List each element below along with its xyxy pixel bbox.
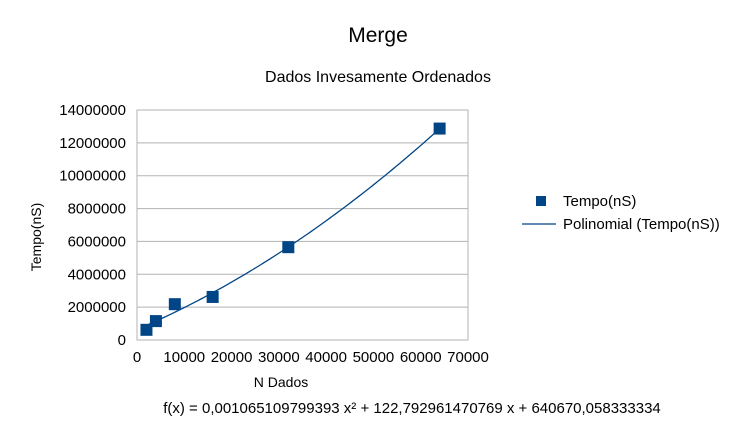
y-tick-label: 4000000 <box>68 266 126 283</box>
legend: Tempo(nS) Polinomial (Tempo(nS)) <box>522 193 720 233</box>
legend-label-polinomial: Polinomial (Tempo(nS)) <box>563 216 720 233</box>
trendline-polinomial <box>146 128 441 326</box>
plot-area-border <box>136 109 469 341</box>
data-point <box>433 122 446 135</box>
legend-label-tempo: Tempo(nS) <box>563 193 636 210</box>
y-tick-label: 14000000 <box>59 102 126 119</box>
data-point <box>282 241 295 254</box>
y-tick-label: 6000000 <box>68 233 126 250</box>
trendline-equation: f(x) = 0,001065109799393 x² + 122,792961… <box>163 400 661 417</box>
x-axis-tick-labels: 0 10000 20000 30000 40000 50000 60000 70000 <box>133 349 489 366</box>
chart-subtitle: Dados Invesamente Ordenados <box>265 69 491 86</box>
x-tick-label: 30000 <box>258 349 300 366</box>
y-axis-label: Tempo(nS) <box>28 203 44 271</box>
y-tick-label: 10000000 <box>59 168 126 185</box>
x-tick-label: 60000 <box>400 349 442 366</box>
x-tick-label: 40000 <box>305 349 347 366</box>
x-tick-label: 0 <box>133 349 141 366</box>
x-tick-label: 20000 <box>211 349 253 366</box>
x-tick-label: 10000 <box>163 349 205 366</box>
data-point <box>168 298 181 311</box>
y-tick-label: 0 <box>118 332 126 349</box>
y-tick-label: 8000000 <box>68 201 126 218</box>
x-tick-label: 50000 <box>353 349 395 366</box>
chart-title: Merge <box>348 24 408 47</box>
y-tick-label: 12000000 <box>59 135 126 152</box>
data-point <box>140 323 153 336</box>
y-axis-tick-labels: 0 2000000 4000000 6000000 8000000 10000000 120… <box>59 102 126 349</box>
x-tick-label: 70000 <box>447 349 489 366</box>
x-axis-label: N Dados <box>254 374 308 390</box>
data-point <box>206 290 219 303</box>
legend-marker-tempo <box>536 196 546 206</box>
data-point <box>149 315 162 328</box>
data-points <box>140 122 446 336</box>
y-tick-label: 2000000 <box>68 299 126 316</box>
gridlines <box>137 109 468 341</box>
